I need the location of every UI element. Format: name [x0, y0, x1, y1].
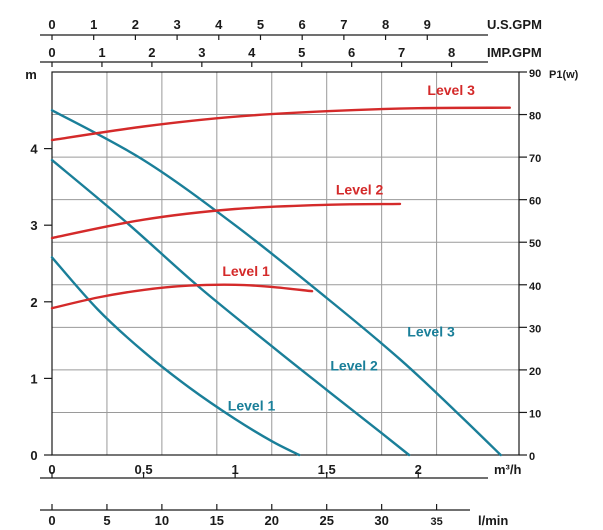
head-curve-label-level-2: Level 2: [330, 358, 378, 374]
x-impgpm-tick-label: 5: [298, 45, 305, 60]
y-power-tick-label: 10: [529, 408, 541, 420]
power-curve-label-level-3: Level 3: [427, 82, 475, 98]
x-impgpm-tick-label: 7: [398, 45, 405, 60]
x-usgpm-tick-label: 4: [215, 17, 223, 32]
head-curve-level-3: [50, 109, 502, 457]
power-curve-label-level-1: Level 1: [222, 263, 270, 279]
head-curve-level-1: [50, 256, 301, 457]
curves: [50, 106, 511, 457]
x-m3h-tick-label: 2: [415, 462, 422, 477]
y-head-axis-label: m: [25, 67, 37, 82]
x-impgpm-tick-label: 2: [148, 45, 155, 60]
x-m3h-axis-label: m³/h: [494, 462, 522, 477]
x-m3h-tick-label: 1: [232, 462, 239, 477]
x-usgpm-tick-label: 1: [90, 17, 97, 32]
x-m3h-tick-label: 1.5: [318, 462, 336, 477]
power-curve-level-2: [50, 202, 402, 240]
x-usgpm-tick-label: 9: [424, 17, 431, 32]
gridlines: [52, 72, 519, 455]
y-power-tick-label: 40: [529, 281, 541, 293]
x-usgpm-tick-label: 2: [132, 17, 139, 32]
y-head-tick-label: 2: [30, 295, 37, 310]
y-power-tick-label: 50: [529, 238, 541, 250]
x-usgpm-tick-label: 0: [48, 17, 55, 32]
x-impgpm-tick-label: 1: [98, 45, 105, 60]
head-curve-label-level-3: Level 3: [407, 323, 455, 339]
x-usgpm-tick-label: 5: [257, 17, 264, 32]
x-lmin-tick-label: 15: [210, 513, 224, 528]
y-power-tick-label: 60: [529, 196, 541, 208]
x-lmin-tick-label: 0: [48, 513, 55, 528]
x-lmin-tick-label: 35: [430, 516, 442, 528]
y-head-tick-label: 0: [30, 448, 37, 463]
head-curve-level-2: [50, 158, 411, 457]
power-curve-level-3: [50, 106, 511, 142]
x-lmin-tick-label: 20: [265, 513, 279, 528]
x-impgpm-tick-label: 3: [198, 45, 205, 60]
x-m3h-tick-label: 0: [48, 462, 55, 477]
x-usgpm-tick-label: 7: [340, 17, 347, 32]
x-impgpm-axis-label: IMP.GPM: [487, 45, 542, 60]
y-power-tick-label: 70: [529, 153, 541, 165]
x-usgpm-axis-label: U.S.GPM: [487, 17, 542, 32]
head-curve-label-level-1: Level 1: [228, 398, 276, 414]
y-power-tick-label: 0: [529, 451, 535, 463]
x-lmin-tick-label: 10: [155, 513, 169, 528]
x-impgpm-tick-label: 8: [448, 45, 455, 60]
y-head-tick-label: 1: [30, 371, 37, 386]
x-usgpm-tick-label: 3: [173, 17, 180, 32]
y-head-tick-label: 3: [30, 218, 37, 233]
power-curve-label-level-2: Level 2: [336, 182, 384, 198]
x-lmin-axis-label: l/min: [478, 513, 508, 528]
y-power-tick-label: 30: [529, 323, 541, 335]
power-curve-level-1: [50, 283, 314, 310]
y-power-tick-label: 20: [529, 366, 541, 378]
x-m3h-tick-label: 0.5: [135, 462, 153, 477]
plot-frame: [51, 71, 520, 456]
x-impgpm-tick-label: 6: [348, 45, 355, 60]
y-power-tick-label: 90: [529, 68, 541, 80]
x-lmin-tick-label: 25: [319, 513, 333, 528]
x-usgpm-tick-label: 6: [299, 17, 306, 32]
x-usgpm-tick-label: 8: [382, 17, 389, 32]
x-impgpm-tick-label: 4: [248, 45, 256, 60]
curve-labels: Level 3 Level 2 Level 1 Level 3 Level 2 Level…: [222, 82, 475, 414]
x-lmin-tick-label: 5: [103, 513, 110, 528]
x-impgpm-tick-label: 0: [48, 45, 55, 60]
y-power-tick-label: 80: [529, 111, 541, 123]
y-head-tick-label: 4: [30, 142, 38, 157]
y-power-axis-label: P1(w): [549, 69, 579, 81]
x-lmin-tick-label: 30: [374, 513, 388, 528]
